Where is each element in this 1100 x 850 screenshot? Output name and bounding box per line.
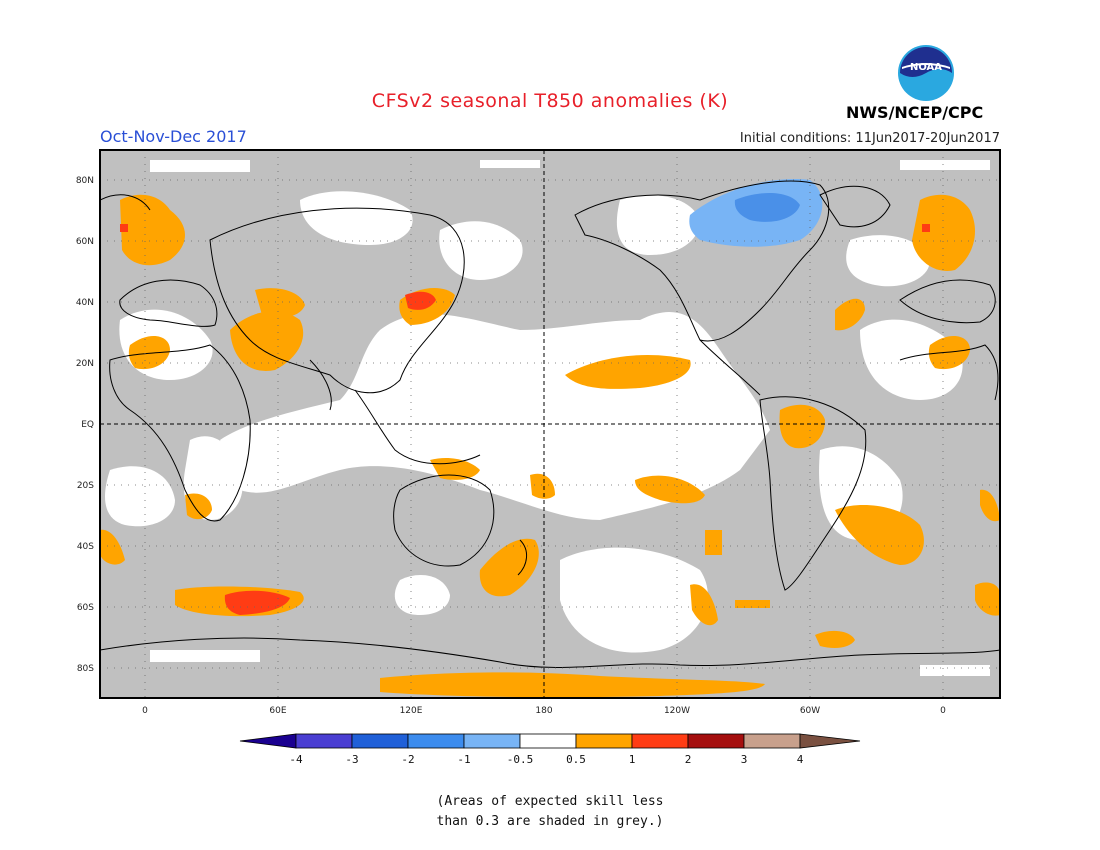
agency-label: NWS/NCEP/CPC: [846, 103, 984, 122]
colorbar-segment: [575, 733, 633, 749]
colorbar-tick-label: 4: [797, 753, 804, 766]
lon-label: 120W: [664, 706, 690, 716]
lon-label: 60E: [269, 706, 286, 716]
colorbar-segment: [631, 733, 689, 749]
lon-label: 120E: [400, 706, 423, 716]
lon-label: 0: [142, 706, 148, 716]
colorbar-tick-label: -1: [457, 753, 470, 766]
forecast-period: Oct-Nov-Dec 2017: [100, 127, 247, 146]
lat-label: EQ: [81, 420, 94, 430]
colorbar-segment: [687, 733, 745, 749]
colorbar-end-low: [239, 733, 297, 749]
lat-label: 80S: [77, 664, 94, 674]
colorbar-tick-label: -2: [401, 753, 414, 766]
colorbar-tick-label: -3: [345, 753, 358, 766]
strong-warm-anomaly-regions: [120, 224, 930, 615]
lon-label: 180: [535, 706, 552, 716]
colorbar-tick-label: 1: [629, 753, 636, 766]
lat-label: 20N: [76, 359, 94, 369]
lat-label: 40S: [77, 542, 94, 552]
colorbar-segment: [463, 733, 521, 749]
lat-label: 60S: [77, 603, 94, 613]
logo-text: NOAA: [910, 62, 942, 73]
initial-conditions: Initial conditions: 11Jun2017-20Jun2017: [739, 131, 1000, 146]
longitude-labels: 0 60E 120E 180 120W 60W 0: [142, 706, 946, 716]
anomaly-map: 80N 60N 40N 20N EQ 20S 40S 60S 80S 0 60E…: [76, 149, 1001, 766]
skill-note-line: (Areas of expected skill less: [436, 794, 664, 809]
colorbar-segment: [295, 733, 353, 749]
latitude-labels: 80N 60N 40N 20N EQ 20S 40S 60S 80S: [76, 176, 94, 674]
skill-note-line: than 0.3 are shaded in grey.): [436, 814, 664, 829]
lat-label: 80N: [76, 176, 94, 186]
colorbar: -4 -3 -2 -1 -0.5 0.5 1 2 3 4: [239, 733, 861, 766]
graticule: [100, 150, 1000, 698]
lon-label: 0: [940, 706, 946, 716]
coastlines: [100, 180, 1000, 668]
map-title: CFSv2 seasonal T850 anomalies (K): [371, 90, 729, 112]
colorbar-segment: [351, 733, 409, 749]
lat-label: 40N: [76, 298, 94, 308]
lat-label: 20S: [77, 481, 94, 491]
colorbar-end-high: [799, 733, 861, 749]
colorbar-tick-label: -4: [289, 753, 303, 766]
lon-label: 60W: [800, 706, 820, 716]
colorbar-segment: [743, 733, 801, 749]
map-frame: [99, 149, 1001, 699]
colorbar-segment: [519, 733, 577, 749]
colorbar-segment: [407, 733, 465, 749]
noaa-logo: NOAA: [898, 45, 954, 101]
colorbar-tick-label: -0.5: [507, 753, 534, 766]
lat-label: 60N: [76, 237, 94, 247]
skill-note: (Areas of expected skill less than 0.3 a…: [0, 792, 1100, 832]
cold-anomaly-region: [689, 179, 823, 247]
colorbar-tick-label: 3: [741, 753, 748, 766]
colorbar-tick-label: 2: [685, 753, 692, 766]
colorbar-tick-label: 0.5: [566, 753, 586, 766]
